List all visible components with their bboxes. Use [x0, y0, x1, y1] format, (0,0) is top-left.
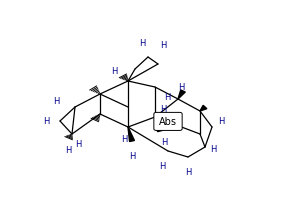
- Text: H: H: [112, 67, 118, 76]
- Text: H: H: [159, 161, 165, 170]
- Text: H: H: [218, 117, 224, 126]
- Text: H: H: [122, 135, 128, 144]
- Text: Abs: Abs: [159, 117, 177, 127]
- Text: H: H: [65, 145, 71, 154]
- Polygon shape: [178, 91, 185, 100]
- Text: H: H: [162, 138, 168, 147]
- Text: H: H: [164, 93, 170, 102]
- Polygon shape: [155, 118, 162, 132]
- Text: H: H: [178, 83, 185, 92]
- Text: H: H: [160, 105, 166, 114]
- Text: H: H: [210, 145, 216, 154]
- Polygon shape: [200, 106, 207, 111]
- FancyBboxPatch shape: [154, 113, 182, 131]
- Polygon shape: [128, 127, 134, 142]
- Text: H: H: [53, 97, 60, 106]
- Text: H: H: [76, 139, 82, 148]
- Text: H: H: [185, 167, 191, 176]
- Text: H: H: [160, 41, 166, 50]
- Text: H: H: [44, 117, 50, 126]
- Text: H: H: [139, 39, 145, 48]
- Text: H: H: [129, 151, 135, 160]
